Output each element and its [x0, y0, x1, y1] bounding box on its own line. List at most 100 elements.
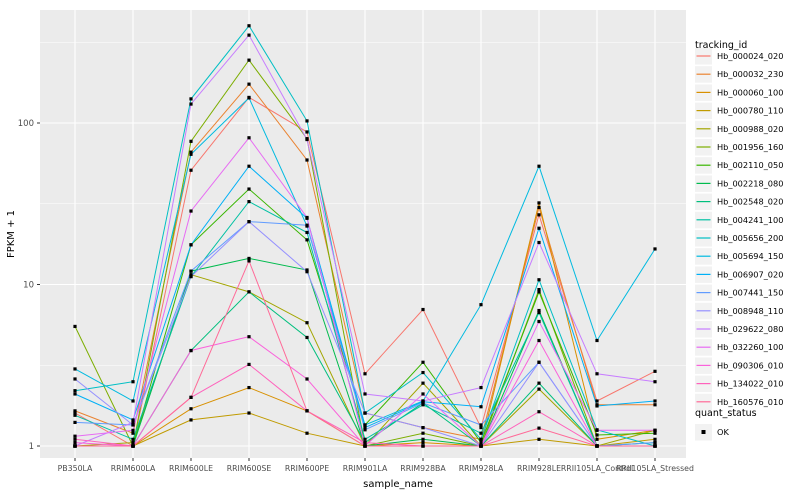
data-point [247, 256, 251, 261]
data-point [73, 409, 77, 413]
data-point [131, 440, 135, 445]
data-point [537, 310, 541, 315]
legend-item-label: Hb_005694_150 [717, 251, 783, 261]
data-point [653, 428, 657, 432]
quant-status-square-icon [701, 430, 706, 434]
legend-item-label: Hb_002548_020 [717, 197, 783, 207]
data-point [189, 139, 193, 143]
legend-item-label: Hb_002218_080 [717, 178, 783, 188]
data-point [421, 425, 425, 430]
x-tick-label: RRIM600SE [227, 464, 272, 473]
data-point [73, 420, 77, 425]
legend-item-label: Hb_001956_160 [717, 142, 783, 152]
data-point [131, 437, 135, 441]
x-tick-label: RRIM928LE [517, 464, 561, 473]
x-tick-label: RRIM600LE [169, 464, 213, 473]
data-point [305, 321, 309, 325]
data-point [305, 130, 309, 134]
data-point [421, 381, 425, 385]
data-point [73, 444, 77, 448]
data-point [537, 287, 541, 292]
data-point [247, 362, 251, 367]
data-point [73, 367, 77, 371]
data-point [305, 158, 309, 162]
data-point [421, 392, 425, 396]
data-point [363, 425, 367, 430]
data-point [653, 247, 657, 251]
data-point [653, 437, 657, 441]
data-point [595, 404, 599, 408]
data-point [305, 215, 309, 220]
data-point [189, 407, 193, 411]
data-point [305, 377, 309, 381]
data-point [653, 380, 657, 384]
data-point [247, 96, 251, 100]
legend-item-label: Hb_007441_150 [717, 288, 783, 298]
data-point [247, 136, 251, 140]
data-point [247, 411, 251, 415]
data-point [653, 403, 657, 407]
data-point [479, 444, 483, 448]
data-point [131, 431, 135, 435]
data-point [363, 437, 367, 441]
data-point [131, 420, 135, 425]
data-point [595, 444, 599, 448]
data-point [189, 243, 193, 247]
legend-item-label: Hb_090306_010 [717, 360, 783, 370]
data-point [421, 403, 425, 407]
data-point [537, 387, 541, 391]
data-point [305, 270, 309, 274]
data-point [247, 33, 251, 37]
data-point [305, 268, 309, 272]
data-point [537, 308, 541, 313]
data-point [247, 290, 251, 294]
data-point [73, 437, 77, 441]
data-point [305, 137, 309, 142]
data-point [73, 411, 77, 415]
legend-item-label: Hb_008948_110 [717, 306, 783, 316]
data-point [421, 399, 425, 403]
data-point [479, 440, 483, 445]
data-point [131, 399, 135, 403]
data-point [189, 209, 193, 213]
data-point [189, 152, 193, 156]
data-point [537, 426, 541, 430]
data-point [73, 440, 77, 445]
data-point [479, 425, 483, 430]
data-point [247, 82, 251, 86]
data-point [421, 401, 425, 405]
data-point [73, 434, 77, 438]
data-point [653, 431, 657, 435]
data-point [537, 437, 541, 441]
data-point [537, 381, 541, 385]
data-point [537, 319, 541, 324]
data-point [479, 437, 483, 441]
data-point [305, 335, 309, 340]
data-point [363, 444, 367, 448]
data-point [537, 410, 541, 414]
y-tick-label: 100 [18, 119, 34, 129]
legend-item-label: Hb_000032_230 [717, 69, 783, 79]
data-point [537, 290, 541, 294]
data-point [595, 433, 599, 437]
data-point [653, 440, 657, 445]
data-point [537, 213, 541, 217]
data-point [305, 223, 309, 227]
x-tick-label: RRIM600PE [285, 464, 329, 473]
plot-panel [40, 10, 686, 458]
legend-item-label: Hb_000024_020 [717, 51, 783, 61]
x-tick-label: RRIM928BA [400, 464, 446, 473]
data-point [479, 385, 483, 390]
data-point [247, 200, 251, 204]
legend-item-label: Hb_005656_200 [717, 233, 783, 243]
data-point [537, 226, 541, 230]
data-point [131, 423, 135, 427]
legend-item-label: Hb_134022_010 [717, 379, 783, 389]
data-point [247, 385, 251, 390]
legend-item-label: Hb_029622_080 [717, 324, 783, 334]
data-point [537, 360, 541, 364]
data-point [247, 58, 251, 62]
data-point [189, 97, 193, 101]
